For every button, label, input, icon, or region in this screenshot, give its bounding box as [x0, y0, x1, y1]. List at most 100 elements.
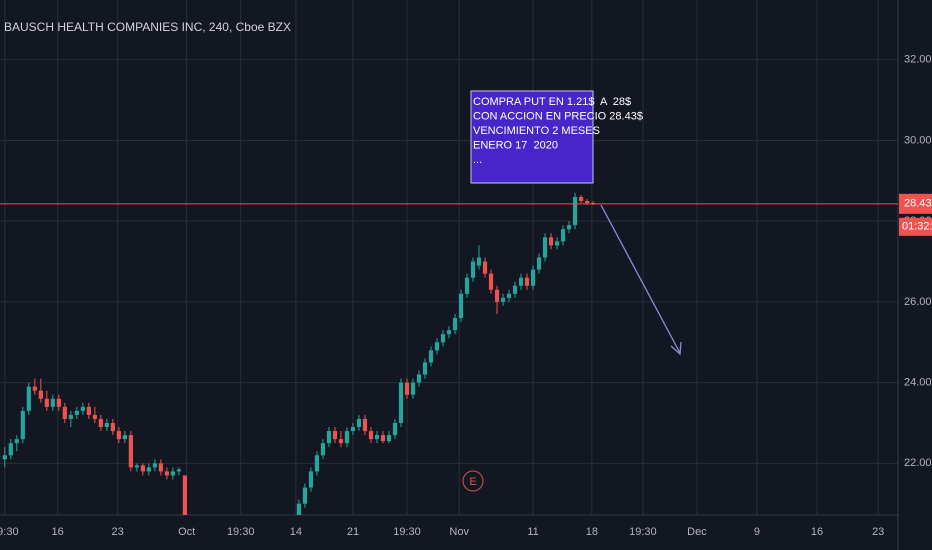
- candle-body: [308, 471, 314, 488]
- candle-body: [314, 455, 320, 472]
- annotation-box: [470, 90, 594, 184]
- candle-body: [392, 422, 398, 436]
- candle-body: [152, 463, 157, 468]
- x-tick-label: 23: [872, 526, 884, 538]
- candles: [2, 192, 596, 515]
- candle-body: [380, 435, 386, 442]
- y-tick-label: 30.00: [904, 134, 932, 146]
- candle-body: [536, 257, 542, 270]
- x-tick-label: 19:30: [629, 526, 657, 538]
- candle-body: [344, 431, 350, 444]
- countdown-label: 01:32:4: [902, 221, 932, 233]
- candle-body: [410, 382, 416, 395]
- x-tick-label: 19:30: [227, 526, 255, 538]
- candle-body: [566, 225, 572, 230]
- chart-title: BAUSCH HEALTH COMPANIES INC, 240, Cboe B…: [4, 20, 291, 34]
- candle-body: [434, 342, 440, 351]
- candle-body: [464, 277, 470, 294]
- candle-body: [332, 431, 338, 440]
- candle-body: [110, 422, 115, 432]
- candle-body: [542, 237, 548, 258]
- candle-body: [440, 334, 446, 343]
- candle-body: [38, 390, 43, 399]
- candle-body: [374, 435, 380, 440]
- candle-body: [74, 410, 79, 415]
- candle-body: [26, 386, 31, 411]
- annotation-line: COMPRA PUT EN 1.21$ A 28$: [473, 96, 631, 108]
- candle-body: [14, 439, 19, 444]
- annotation-line: VENCIMIENTO 2 MESES: [473, 125, 600, 137]
- candle-body: [554, 241, 560, 246]
- annotation-line: CON ACCION EN PRECIO 28.43$: [473, 110, 643, 122]
- x-tick-label: 19:30: [0, 526, 19, 538]
- candle-body: [452, 318, 458, 331]
- candle-body: [368, 431, 374, 440]
- candle-body: [182, 475, 187, 515]
- candle-body: [296, 503, 302, 515]
- x-tick-label: 16: [811, 526, 823, 538]
- candle-body: [482, 261, 488, 274]
- x-tick-label: 23: [112, 526, 124, 538]
- x-tick-label: 14: [290, 526, 302, 538]
- candle-body: [68, 414, 73, 419]
- candle-body: [572, 196, 578, 226]
- candle-body: [116, 431, 121, 440]
- candle-body: [530, 269, 536, 286]
- candle-body: [8, 443, 13, 456]
- x-tick-label: Oct: [178, 526, 195, 538]
- y-tick-label: 24.00: [904, 377, 932, 389]
- grid: [0, 0, 898, 515]
- candle-body: [404, 382, 410, 395]
- candle-body: [578, 196, 584, 201]
- candle-body: [476, 257, 482, 266]
- axes: 22.0024.0026.0028.0030.0032.0019:301623O…: [0, 54, 932, 538]
- trend-arrow: [600, 204, 681, 354]
- y-tick-label: 26.00: [904, 296, 932, 308]
- annotation-line: ENERO 17 2020: [473, 139, 558, 151]
- candle-body: [80, 406, 85, 411]
- candle-body: [92, 414, 97, 419]
- y-tick-label: 22.00: [904, 457, 932, 469]
- candle-body: [62, 406, 67, 419]
- candle-body: [446, 330, 452, 335]
- candle-body: [98, 418, 103, 428]
- candle-body: [470, 261, 476, 278]
- candle-body: [500, 297, 506, 302]
- candle-body: [488, 273, 494, 290]
- candle-body: [512, 285, 518, 294]
- candle-body: [560, 229, 566, 242]
- candle-body: [170, 471, 175, 476]
- x-tick-label: 9: [754, 526, 760, 538]
- last-price-box: [899, 193, 932, 214]
- candle-body: [386, 435, 392, 442]
- candle-body: [356, 418, 362, 428]
- candle-body: [494, 289, 500, 302]
- candle-body: [128, 435, 133, 468]
- candle-body: [584, 200, 590, 204]
- candle-body: [506, 293, 512, 298]
- candle-body: [548, 237, 554, 246]
- candle-body: [86, 406, 91, 415]
- event-marker: [462, 470, 484, 492]
- candle-body: [44, 398, 49, 407]
- annotation: COMPRA PUT EN 1.21$ A 28$ CON ACCION EN P…: [470, 90, 643, 184]
- x-tick-label: 11: [527, 526, 538, 538]
- candle-body: [458, 293, 464, 319]
- candle-body: [422, 362, 428, 375]
- candle-body: [140, 465, 145, 472]
- candle-body: [158, 463, 163, 472]
- candle-body: [20, 410, 25, 440]
- candle-body: [398, 382, 404, 423]
- candle-body: [362, 418, 368, 432]
- countdown-box: [899, 217, 932, 236]
- candle-body: [350, 427, 356, 432]
- candle-body: [134, 465, 139, 468]
- candle-body: [326, 431, 332, 444]
- candle-body: [2, 455, 7, 460]
- candle-body: [338, 439, 344, 444]
- candle-body: [176, 469, 181, 472]
- annotation-line: ...: [473, 154, 482, 166]
- x-tick-label: Nov: [449, 526, 469, 538]
